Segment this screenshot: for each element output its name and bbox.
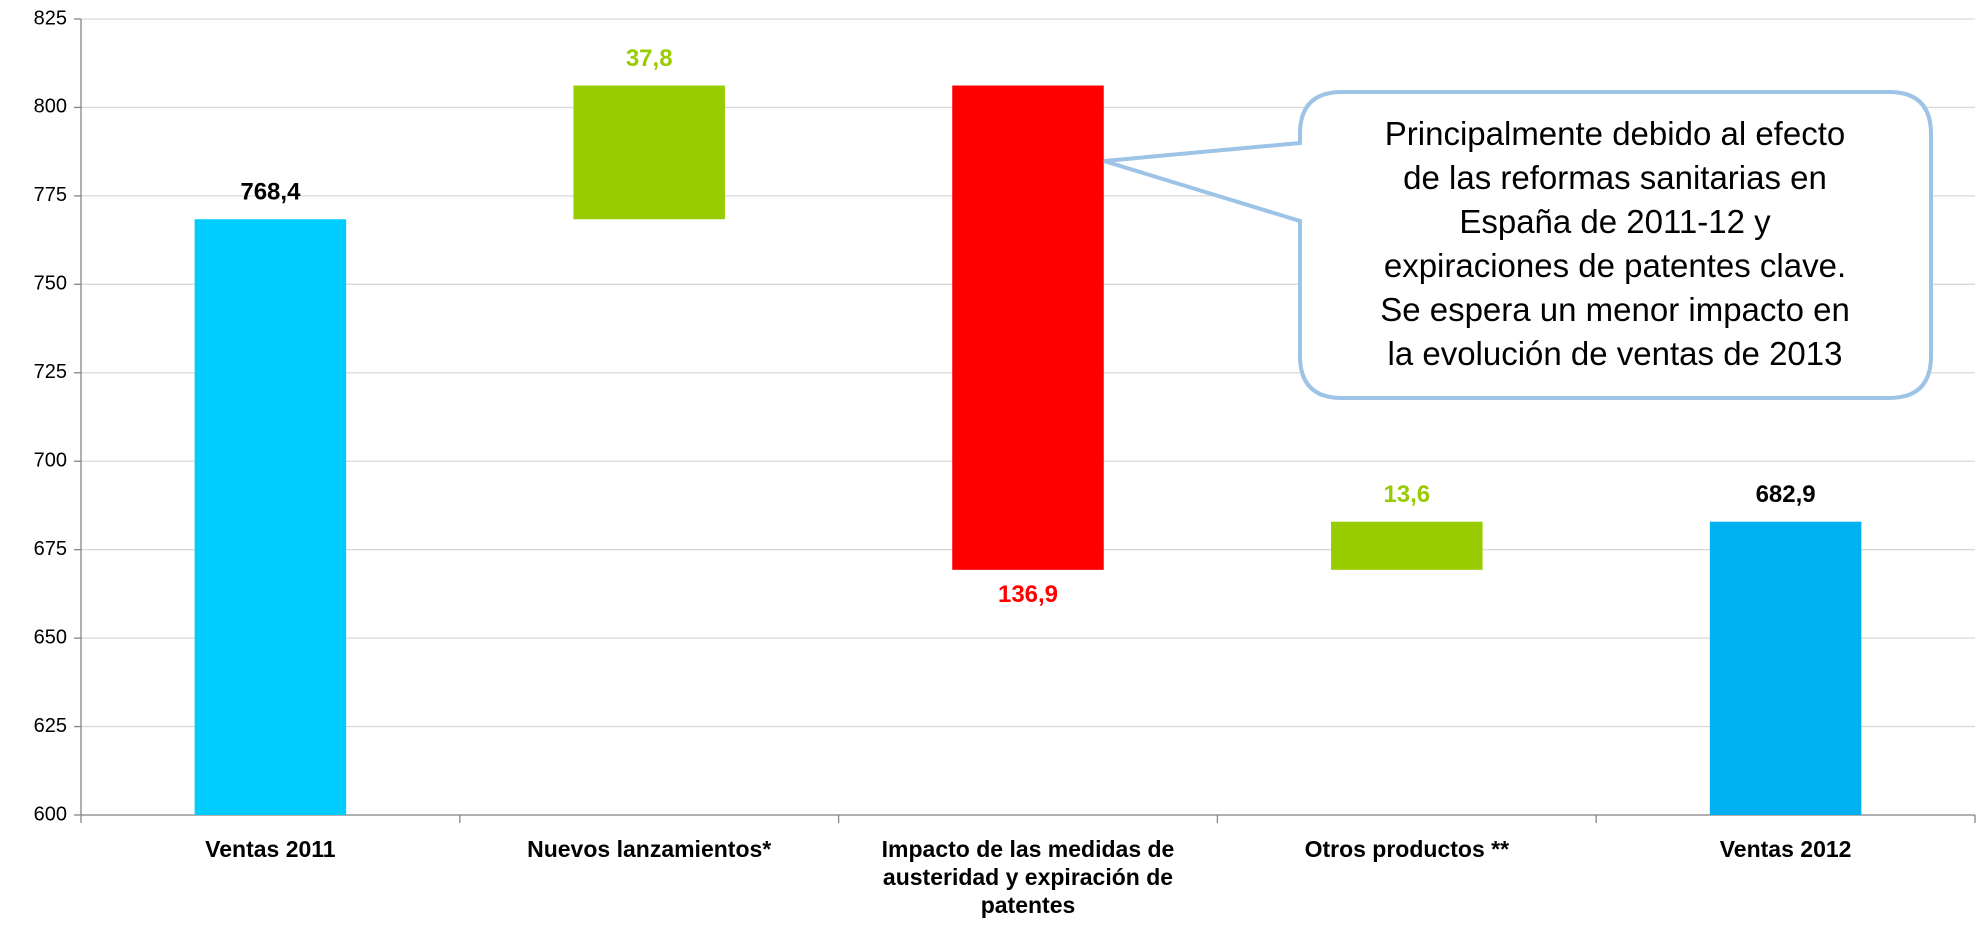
- bar: [1709, 521, 1862, 815]
- callout-line: expiraciones de patentes clave.: [1383, 247, 1847, 284]
- data-label: 13,6: [1383, 481, 1430, 508]
- y-tick-label: 800: [34, 96, 67, 118]
- callout-line: España de 2011-12 y: [1459, 203, 1771, 240]
- y-tick-label: 675: [34, 538, 67, 560]
- bar: [194, 219, 347, 815]
- x-tick-label: Otros productos **: [1304, 836, 1510, 862]
- y-tick-label: 600: [34, 803, 67, 825]
- bar: [952, 85, 1104, 570]
- x-tick-label: Nuevos lanzamientos*: [527, 836, 772, 862]
- data-label: 37,8: [626, 45, 673, 72]
- callout-box: [1103, 90, 1933, 400]
- callout-line: Principalmente debido al efecto: [1384, 115, 1846, 152]
- callout-line: Se espera un menor impacto en: [1380, 291, 1850, 328]
- y-tick-label: 825: [34, 7, 67, 29]
- y-tick-label: 700: [34, 450, 67, 472]
- callout-text: Principalmente debido al efecto de las re…: [1310, 112, 1920, 376]
- y-tick-label: 625: [34, 715, 67, 737]
- bar: [1331, 521, 1483, 570]
- x-tick-label: Ventas 2011: [205, 836, 336, 862]
- y-tick-label: 725: [34, 361, 67, 383]
- bar: [573, 85, 725, 220]
- y-tick-label: 650: [34, 626, 67, 648]
- data-label: 768,4: [240, 179, 301, 206]
- y-tick-label: 750: [34, 273, 67, 295]
- callout-line: la evolución de ventas de 2013: [1387, 335, 1843, 372]
- x-tick-label: Impacto de las medidas de austeridad y e…: [881, 836, 1175, 918]
- data-label: 682,9: [1756, 481, 1816, 508]
- data-label: 136,9: [998, 581, 1058, 608]
- x-tick-label: Ventas 2012: [1719, 836, 1852, 862]
- y-tick-label: 775: [34, 184, 67, 206]
- callout-line: de las reformas sanitarias en: [1403, 159, 1827, 196]
